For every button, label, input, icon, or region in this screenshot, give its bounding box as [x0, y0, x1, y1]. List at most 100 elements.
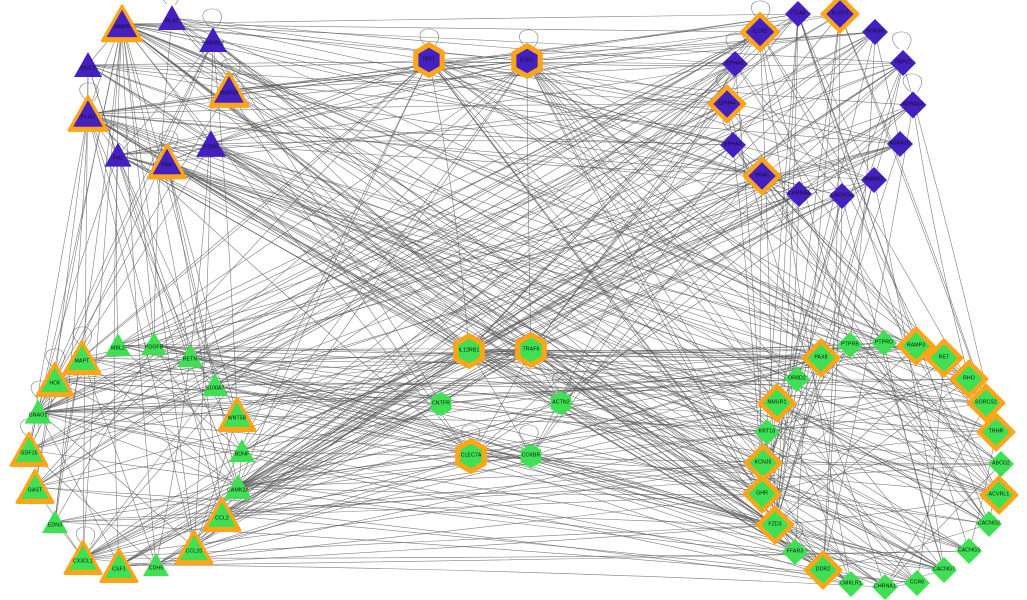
graph-node-cacng3[interactable] [948, 530, 990, 572]
graph-node-actn2[interactable] [541, 383, 581, 423]
edge [117, 344, 776, 526]
edge [54, 493, 763, 523]
graph-node-kcnj5[interactable] [742, 442, 785, 485]
edge [428, 59, 728, 105]
edge [820, 179, 875, 359]
graph-node-fgf6[interactable] [188, 121, 234, 167]
graph-node-bdnf[interactable] [221, 430, 263, 472]
graph-node-cntfr[interactable] [421, 384, 461, 424]
graph-node-ngal[interactable] [741, 155, 784, 198]
edge [237, 13, 799, 488]
edge [214, 31, 876, 386]
graph-node-or8d2[interactable] [776, 358, 818, 400]
graph-node-ccr6[interactable] [896, 562, 938, 600]
graph-node-hck[interactable] [34, 359, 77, 402]
graph-node-s100a12[interactable] [191, 18, 235, 62]
graph-node-esr2[interactable] [507, 41, 547, 81]
graph-node-trhr[interactable] [975, 411, 1018, 454]
graph-node-ptprb[interactable] [829, 324, 871, 366]
edge [237, 486, 945, 571]
graph-node-edn3[interactable] [34, 501, 76, 543]
edge [212, 39, 796, 553]
graph-node-plat[interactable] [150, 0, 194, 40]
graph-node-trpv1[interactable] [882, 42, 924, 84]
graph-node-traf6[interactable] [511, 330, 551, 370]
edge [759, 31, 1000, 496]
graph-node-ddr2[interactable] [802, 549, 845, 592]
edge [237, 62, 904, 488]
graph-node-fn1[interactable] [97, 134, 140, 177]
graph-node-pax8[interactable] [800, 337, 843, 380]
graph-node-klrf2[interactable] [819, 0, 862, 36]
graph-node-wnt5b[interactable] [216, 394, 259, 437]
edge [212, 39, 918, 584]
graph-node-clec7a[interactable] [451, 436, 491, 476]
graph-node-itga8[interactable] [777, 0, 819, 35]
edge [121, 23, 885, 344]
graph-node-ret[interactable] [923, 337, 966, 380]
graph-node-cacng7[interactable] [923, 549, 965, 591]
graph-node-acvrl1[interactable] [978, 474, 1021, 517]
graph-node-csf1[interactable] [98, 545, 141, 588]
edge [87, 60, 528, 115]
graph-node-ramp3[interactable] [895, 325, 938, 368]
graph-node-ffar3[interactable] [774, 531, 816, 573]
graph-node-cdh5[interactable] [135, 544, 177, 586]
graph-node-epha3[interactable] [712, 124, 754, 166]
graph-node-camk2a[interactable] [216, 465, 260, 509]
graph-node-sorcs2[interactable] [965, 382, 1008, 425]
edge [526, 60, 763, 177]
graph-node-gast[interactable] [14, 466, 57, 509]
graph-node-ccl2[interactable] [201, 494, 244, 537]
graph-node-rho[interactable] [948, 358, 991, 401]
graph-node-epha4[interactable] [706, 83, 749, 126]
node-shape-triangle [208, 502, 236, 527]
graph-node-cacng2[interactable] [968, 503, 1010, 545]
graph-node-krt18[interactable] [746, 411, 788, 453]
edge [37, 62, 904, 413]
node-shape-diamond [956, 538, 982, 564]
graph-node-il1r2[interactable] [738, 10, 782, 54]
graph-node-ccl20[interactable] [173, 527, 216, 570]
graph-node-mbl2[interactable] [97, 324, 139, 366]
graph-node-gnao1[interactable] [17, 391, 60, 434]
graph-node-s100a7[interactable] [194, 364, 236, 406]
graph-node-chrna1[interactable] [864, 566, 906, 600]
graph-node-fzd3[interactable] [754, 504, 797, 547]
graph-node-cacng4[interactable] [821, 175, 863, 217]
graph-node-il12rb1[interactable] [449, 331, 489, 371]
graph-node-retn[interactable] [169, 335, 211, 377]
graph-node-ptpro[interactable] [863, 322, 905, 364]
node-shape-diamond [745, 17, 775, 47]
graph-node-mapt[interactable] [61, 337, 104, 380]
graph-node-gdf15[interactable] [8, 429, 51, 472]
graph-node-muc1[interactable] [66, 43, 110, 87]
edge [873, 62, 904, 181]
edge [883, 342, 945, 571]
graph-node-ghr[interactable] [741, 473, 784, 516]
graph-node-pdgfb[interactable] [133, 323, 175, 365]
graph-node-plxn[interactable] [66, 92, 111, 137]
graph-node-chrna4[interactable] [778, 173, 820, 215]
edge [34, 486, 852, 585]
graph-node-adra1a[interactable] [892, 84, 935, 127]
edge [428, 31, 876, 61]
graph-node-nmur1[interactable] [756, 382, 799, 425]
graph-node-frk[interactable] [145, 140, 189, 184]
edge [121, 23, 155, 345]
graph-node-mmp10[interactable] [207, 68, 252, 113]
graph-node-cmklr1[interactable] [830, 563, 872, 600]
graph-node-epha5[interactable] [714, 43, 756, 85]
graph-node-irs1[interactable] [409, 40, 449, 80]
graph-node-cx3cl1[interactable] [62, 537, 105, 580]
graph-node-cckbr[interactable] [511, 436, 551, 476]
graph-node-mmp9[interactable] [99, 1, 145, 47]
graph-node-scn3b[interactable] [854, 11, 896, 53]
edge [54, 379, 987, 404]
graph-node-amhr2[interactable] [853, 159, 895, 201]
graph-node-abcg2[interactable] [980, 443, 1022, 485]
edge [428, 59, 851, 346]
graph-node-adra1d[interactable] [879, 123, 921, 165]
